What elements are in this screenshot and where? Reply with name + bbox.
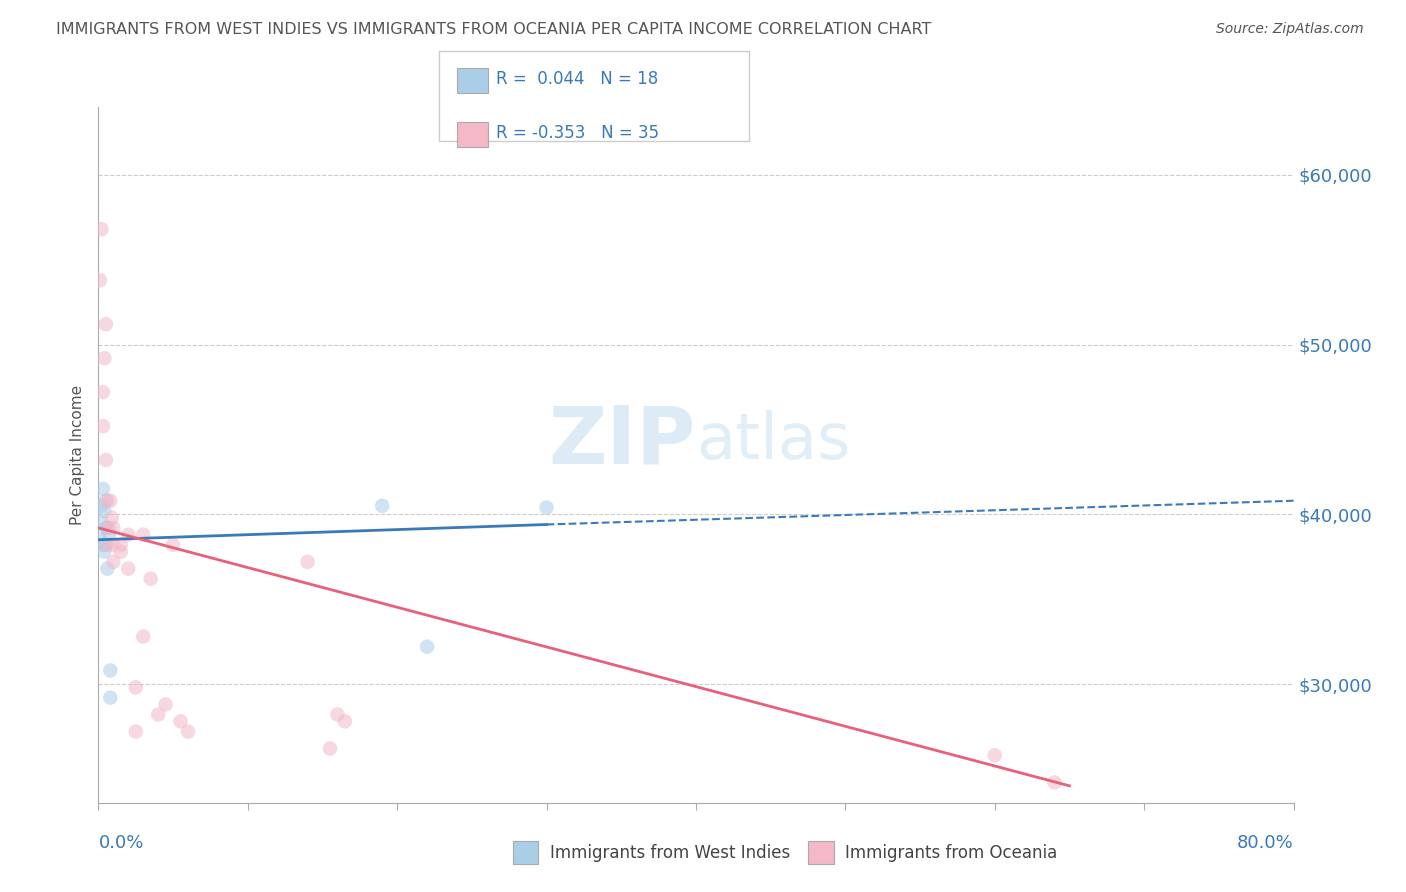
Y-axis label: Per Capita Income: Per Capita Income — [70, 384, 86, 525]
Text: 80.0%: 80.0% — [1237, 834, 1294, 852]
Point — [110, 544, 132, 558]
Text: Source: ZipAtlas.com: Source: ZipAtlas.com — [1216, 22, 1364, 37]
Point — [536, 500, 558, 515]
Point — [91, 419, 114, 434]
Point — [94, 453, 117, 467]
Point — [169, 714, 191, 729]
Point — [93, 351, 115, 366]
Point — [90, 499, 112, 513]
Point — [117, 527, 139, 541]
Point — [97, 521, 120, 535]
Point — [96, 521, 118, 535]
Point — [96, 493, 118, 508]
Point — [162, 538, 184, 552]
Point — [416, 640, 439, 654]
Point — [94, 318, 117, 332]
Point — [94, 538, 117, 552]
Point — [333, 714, 356, 729]
Point — [177, 724, 200, 739]
Point — [93, 544, 115, 558]
Point — [297, 555, 319, 569]
Point — [148, 707, 170, 722]
Point — [155, 698, 177, 712]
Point — [984, 748, 1007, 763]
Point — [96, 561, 118, 575]
Text: R =  0.044   N = 18: R = 0.044 N = 18 — [496, 70, 658, 87]
Point — [132, 527, 155, 541]
Point — [91, 538, 114, 552]
Point — [103, 521, 125, 535]
Point — [103, 538, 125, 552]
Point — [89, 273, 111, 287]
Point — [103, 555, 125, 569]
Point — [101, 510, 124, 524]
Point — [96, 538, 118, 552]
Point — [100, 493, 122, 508]
Text: Immigrants from Oceania: Immigrants from Oceania — [845, 844, 1057, 862]
Point — [125, 724, 148, 739]
Point — [110, 538, 132, 552]
Point — [89, 533, 111, 547]
Text: 0.0%: 0.0% — [98, 834, 143, 852]
Text: IMMIGRANTS FROM WEST INDIES VS IMMIGRANTS FROM OCEANIA PER CAPITA INCOME CORRELA: IMMIGRANTS FROM WEST INDIES VS IMMIGRANT… — [56, 22, 932, 37]
Point — [371, 499, 394, 513]
Point — [132, 630, 155, 644]
Point — [94, 493, 117, 508]
Point — [91, 385, 114, 400]
Point — [117, 561, 139, 575]
Point — [100, 664, 122, 678]
Text: atlas: atlas — [696, 410, 851, 472]
Point — [91, 482, 114, 496]
Point — [125, 681, 148, 695]
Text: R = -0.353   N = 35: R = -0.353 N = 35 — [496, 124, 659, 142]
Point — [100, 690, 122, 705]
Point — [97, 527, 120, 541]
Point — [90, 516, 112, 530]
Text: Immigrants from West Indies: Immigrants from West Indies — [550, 844, 790, 862]
Point — [93, 504, 115, 518]
Point — [90, 222, 112, 236]
Point — [1043, 775, 1066, 789]
Text: ZIP: ZIP — [548, 402, 696, 480]
Point — [319, 741, 342, 756]
Point — [139, 572, 162, 586]
Point — [94, 521, 117, 535]
Point — [326, 707, 349, 722]
